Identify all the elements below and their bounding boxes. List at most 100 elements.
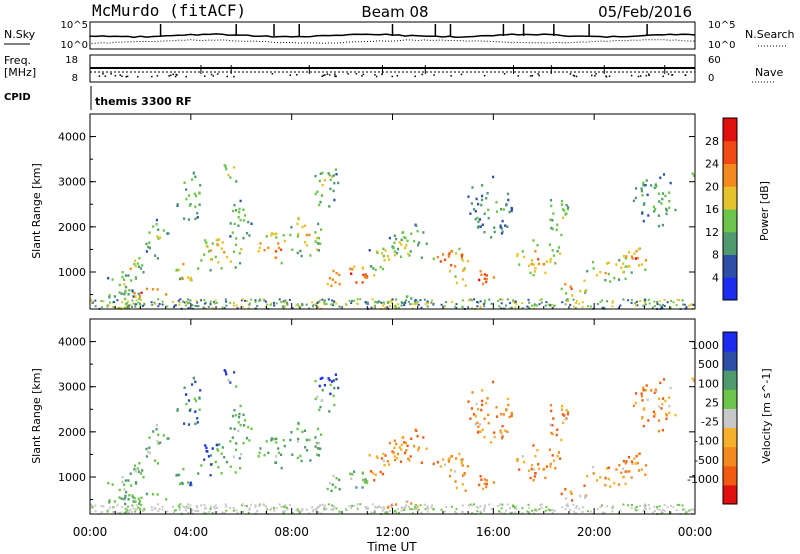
velocity-cell — [282, 439, 285, 442]
velocity-cell — [601, 504, 603, 507]
power-cell — [606, 300, 609, 303]
power-cell — [370, 306, 373, 309]
velocity-cell — [552, 509, 555, 512]
velocity-cell — [296, 508, 299, 511]
power-cell — [395, 298, 398, 301]
power-cell — [315, 303, 317, 306]
nsky-label: N.Sky — [4, 28, 36, 41]
power-cell — [309, 254, 312, 257]
power-cell — [499, 226, 502, 229]
power-cell — [145, 242, 148, 246]
nave-tick-low: 0 — [708, 73, 714, 84]
velocity-cell — [314, 436, 317, 439]
nave-point — [212, 75, 215, 77]
power-cell — [189, 276, 192, 280]
power-cell — [483, 230, 486, 234]
nave-point — [450, 75, 452, 77]
power-cell — [486, 192, 489, 195]
velocity-colorbar-swatch — [723, 351, 737, 371]
velocity-cell — [118, 496, 121, 499]
power-colorbar-tick: 24 — [705, 158, 719, 171]
velocity-cell — [295, 509, 298, 512]
power-cell — [195, 305, 198, 307]
nave-point — [645, 74, 648, 77]
velocity-colorbar-tick: 25 — [705, 396, 719, 409]
power-cell — [148, 241, 151, 244]
power-cell — [391, 298, 394, 301]
power-cell — [653, 186, 656, 189]
nave-point — [328, 74, 331, 76]
power-cell — [376, 301, 379, 304]
power-cell — [183, 217, 186, 220]
power-cell — [551, 249, 554, 252]
power-cell — [314, 240, 317, 243]
velocity-cell — [244, 504, 246, 507]
power-cell — [332, 302, 335, 305]
power-cell — [171, 300, 174, 303]
time-tick-label: 08:00 — [274, 525, 309, 539]
power-cell — [151, 303, 154, 306]
power-cell — [277, 246, 281, 250]
velocity-cell — [474, 415, 477, 418]
power-cell — [478, 218, 481, 221]
velocity-cell — [181, 482, 184, 485]
velocity-cell — [442, 458, 445, 461]
velocity-cell — [534, 455, 537, 458]
power-cell — [628, 265, 631, 268]
velocity-cell — [599, 475, 602, 479]
velocity-colorbar-tick: 1000 — [691, 339, 719, 352]
nave-point — [172, 73, 174, 76]
power-cell — [393, 241, 396, 245]
velocity-cell — [220, 472, 223, 475]
velocity-cell — [469, 417, 472, 420]
velocity-cell — [106, 510, 109, 513]
velocity-heatmap — [90, 369, 696, 515]
velocity-cell — [371, 503, 374, 506]
power-cell — [536, 244, 539, 247]
velocity-cell — [640, 394, 643, 398]
power-cell — [376, 251, 379, 254]
nave-point — [639, 75, 642, 77]
power-cell — [388, 236, 391, 240]
velocity-cell — [136, 467, 139, 470]
velocity-cell — [376, 456, 379, 459]
power-cell — [243, 219, 246, 222]
power-cell — [516, 254, 519, 258]
velocity-cell — [562, 421, 565, 425]
power-cell — [612, 300, 615, 303]
nave-point — [104, 75, 107, 77]
velocity-cell — [247, 511, 250, 514]
velocity-cell — [138, 462, 141, 465]
power-cell — [319, 172, 322, 175]
velocity-cell — [331, 380, 334, 383]
velocity-cell — [628, 470, 631, 473]
power-cell — [479, 300, 482, 303]
velocity-cell — [205, 449, 208, 453]
velocity-cell — [274, 461, 278, 464]
power-cell — [688, 304, 691, 307]
velocity-cell — [455, 457, 458, 460]
velocity-cell — [124, 502, 127, 506]
power-cell — [636, 304, 639, 307]
velocity-cell — [448, 474, 452, 478]
velocity-cell — [529, 476, 532, 480]
velocity-cell — [305, 438, 308, 442]
power-cell — [443, 305, 446, 308]
power-cell — [495, 210, 499, 213]
nave-point — [355, 73, 358, 75]
velocity-cell — [254, 504, 257, 507]
power-cell — [262, 298, 265, 301]
velocity-cell — [176, 473, 179, 477]
power-cell — [540, 301, 543, 304]
power-cell — [145, 250, 148, 253]
velocity-cell — [478, 423, 481, 426]
nave-point — [460, 73, 463, 76]
nave-point — [381, 73, 383, 76]
velocity-cell — [592, 472, 595, 475]
velocity-cell — [514, 505, 517, 508]
velocity-cell — [508, 415, 511, 419]
power-cell — [506, 298, 509, 301]
velocity-cell — [239, 404, 242, 408]
velocity-cell — [234, 471, 237, 474]
velocity-cell — [622, 467, 625, 470]
